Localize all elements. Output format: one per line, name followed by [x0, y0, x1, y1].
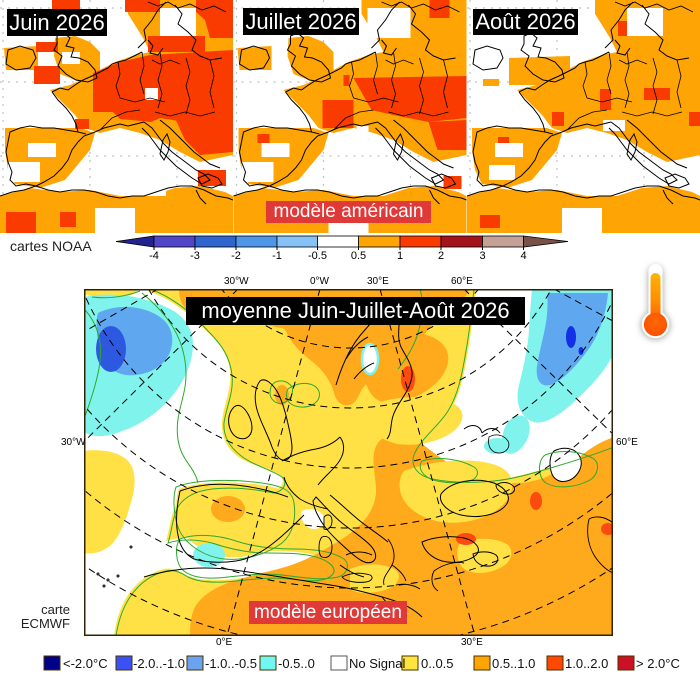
svg-text:-1.0..-0.5: -1.0..-0.5 [205, 656, 257, 671]
svg-text:-0.5: -0.5 [308, 250, 327, 261]
svg-text:3: 3 [479, 250, 485, 261]
svg-text:0..0.5: 0..0.5 [421, 656, 454, 671]
svg-text:<-2.0°C: <-2.0°C [63, 656, 108, 671]
svg-text:-2.0..-1.0: -2.0..-1.0 [133, 656, 185, 671]
svg-text:-2: -2 [231, 250, 241, 261]
svg-text:> 2.0°C: > 2.0°C [636, 656, 680, 671]
svg-text:-3: -3 [190, 250, 200, 261]
svg-text:-4: -4 [149, 250, 159, 261]
svg-text:4: 4 [520, 250, 526, 261]
svg-text:2: 2 [438, 250, 444, 261]
svg-text:-1: -1 [272, 250, 282, 261]
svg-text:0.5: 0.5 [351, 250, 366, 261]
svg-text:-0.5..0: -0.5..0 [278, 656, 315, 671]
svg-text:0.5..1.0: 0.5..1.0 [492, 656, 535, 671]
svg-text:No Signal: No Signal [349, 656, 405, 671]
svg-text:1: 1 [397, 250, 403, 261]
svg-text:1.0..2.0: 1.0..2.0 [565, 656, 608, 671]
